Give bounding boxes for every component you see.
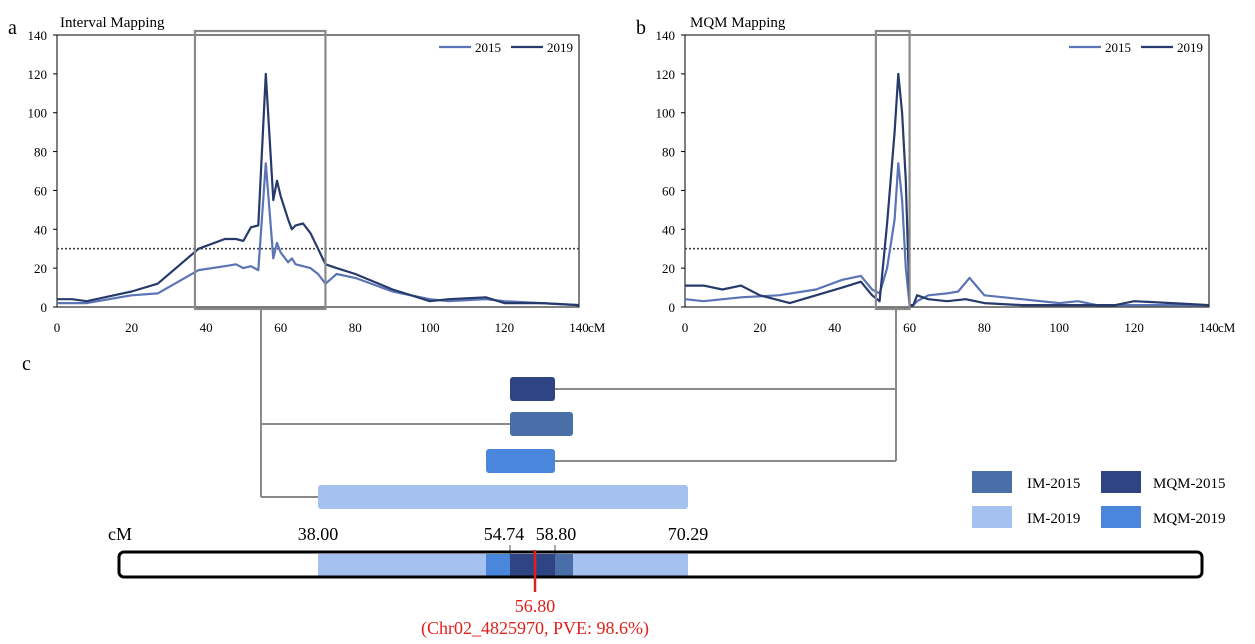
bar-im-2015	[510, 412, 573, 436]
panel-b-letter: b	[636, 17, 646, 39]
im-x-axis-label: cM	[588, 320, 606, 335]
im-series-2015-line	[57, 162, 580, 307]
im-plot-frame	[56, 34, 580, 308]
legend-swatch-mqm-2019	[1101, 506, 1141, 528]
connector-lines	[260, 309, 897, 498]
chromosome	[117, 550, 1204, 579]
panel-a-title: Interval Mapping	[60, 15, 165, 31]
mqm-x-tick-label: 60	[903, 320, 916, 335]
bar-mqm-2015	[510, 377, 555, 401]
peak-value: 56.80	[515, 596, 556, 616]
marker-54-74: 54.74	[484, 524, 525, 544]
mqm-x-tick-label: 20	[753, 320, 766, 335]
mqm-plot-frame	[684, 34, 1210, 308]
legend-label-im-2015: IM-2015	[1027, 476, 1080, 492]
im-x-tick-label: 120	[495, 320, 515, 335]
mqm-y-tick-label: 0	[669, 300, 676, 315]
legend-swatch-mqm-2015	[1101, 471, 1141, 493]
marker-70-29: 70.29	[668, 524, 709, 544]
legend-swatch-im-2019	[972, 506, 1012, 528]
im-y-tick-label: 120	[28, 67, 48, 82]
interval-legend: IM-2015 MQM-2015 IM-2019 MQM-2019	[972, 471, 1226, 528]
im-y-tick-label: 80	[34, 145, 47, 160]
im-x-tick-label: 140	[569, 320, 589, 335]
im-x-tick-label: 100	[420, 320, 440, 335]
mqm-y-tick-label: 40	[662, 222, 675, 237]
legend-label-mqm-2019: MQM-2019	[1153, 511, 1226, 527]
im-legend-label-2019: 2019	[547, 40, 573, 55]
marker-38: 38.00	[298, 524, 339, 544]
im-y-tick-label: 140	[28, 28, 48, 43]
mqm-x-tick-label: 120	[1124, 320, 1144, 335]
im-x-tick-label: 60	[274, 320, 287, 335]
im-x-tick-label: 40	[200, 320, 213, 335]
mqm-x-tick-label: 100	[1050, 320, 1070, 335]
panel-b-title: MQM Mapping	[690, 15, 786, 31]
legend-swatch-im-2015	[972, 471, 1012, 493]
chromosome-mqm-2015	[510, 554, 555, 576]
im-y-tick-label: 0	[41, 300, 48, 315]
im-y-tick-label: 40	[34, 222, 47, 237]
peak-caption: (Chr02_4825970, PVE: 98.6%)	[421, 618, 649, 639]
mqm-y-tick-label: 80	[662, 145, 675, 160]
legend-label-im-2019: IM-2019	[1027, 511, 1080, 527]
im-series-2019-line	[57, 72, 580, 307]
im-y-tick-label: 60	[34, 183, 47, 198]
mqm-legend-label-2019: 2019	[1177, 40, 1203, 55]
mqm-x-tick-label: 140	[1199, 320, 1219, 335]
mqm-x-tick-label: 40	[828, 320, 841, 335]
mqm-legend-label-2015: 2015	[1105, 40, 1131, 55]
mqm-x-tick-label: 0	[682, 320, 689, 335]
bar-im-2019	[318, 485, 688, 509]
panel-c-letter: c	[22, 353, 31, 375]
im-legend-label-2015: 2015	[475, 40, 501, 55]
mqm-x-tick-label: 80	[978, 320, 991, 335]
im-y-tick-label: 20	[34, 261, 47, 276]
mqm-y-tick-label: 20	[662, 261, 675, 276]
bar-mqm-2019	[486, 449, 555, 473]
mqm-y-tick-label: 100	[656, 106, 676, 121]
mqm-qtl-highlight-box	[874, 29, 911, 311]
im-x-tick-label: 80	[349, 320, 362, 335]
mqm-x-axis-label: cM	[1218, 320, 1236, 335]
mqm-y-tick-label: 60	[662, 183, 675, 198]
legend-label-mqm-2015: MQM-2015	[1153, 476, 1226, 492]
mqm-y-tick-label: 140	[656, 28, 676, 43]
chromosome-unit-label: cM	[108, 524, 132, 544]
im-y-tick-label: 100	[28, 106, 48, 121]
panel-a-letter: a	[8, 17, 17, 39]
im-x-tick-label: 20	[125, 320, 138, 335]
mqm-y-tick-label: 120	[656, 67, 676, 82]
marker-58-80: 58.80	[536, 524, 577, 544]
mqm-series-2019-line	[685, 72, 1210, 307]
im-x-tick-label: 0	[54, 320, 61, 335]
mqm-series-2015-line	[684, 162, 1209, 307]
